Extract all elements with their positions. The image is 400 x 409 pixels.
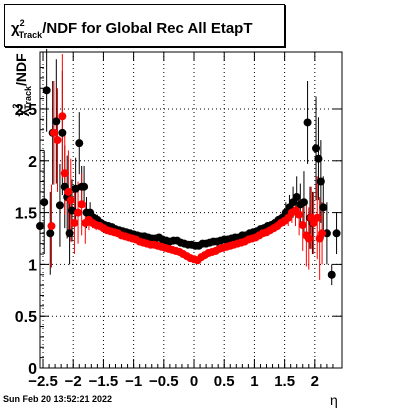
data-point	[312, 144, 321, 153]
data-point	[60, 169, 69, 178]
data-point	[314, 154, 323, 163]
timestamp-footer: Sun Feb 20 13:52:21 2022	[3, 394, 113, 404]
data-point	[40, 198, 49, 207]
data-point	[332, 229, 341, 238]
data-point	[49, 128, 58, 137]
title-rest: /NDF for Global Rec All EtapT	[42, 20, 253, 37]
data-point	[292, 193, 301, 202]
title-prefix: χ	[11, 20, 20, 37]
data-point	[58, 112, 67, 121]
data-point	[316, 177, 325, 186]
x-tick-label: 0	[190, 373, 198, 390]
title-sup: 2	[19, 18, 25, 28]
chart-title: χ2 Track/NDF for Global Rec All EtapT	[11, 13, 252, 45]
ylabel-rest: /NDF	[13, 53, 29, 87]
x-tick-label: −2.5	[28, 373, 58, 390]
data-point	[65, 229, 74, 238]
data-point	[68, 206, 77, 215]
data-point	[75, 139, 84, 148]
chart-title-box: χ2 Track/NDF for Global Rec All EtapT	[4, 4, 285, 47]
x-tick-label: 1.5	[274, 373, 295, 390]
y-tick-label: 1	[28, 257, 37, 274]
data-point	[71, 184, 80, 193]
y-tick-label: 2	[28, 154, 37, 171]
x-tick-label: −0.5	[149, 373, 179, 390]
y-axis-label: χ2 Track/NDF	[11, 53, 33, 116]
tick-labels: −2.5 −2 −1.5 −1 −0.5 0 0.5 1 1.5 2 0 0.5 1 1.5 2 2.5	[15, 102, 319, 390]
data-point	[53, 136, 62, 145]
data-point	[299, 198, 308, 207]
grid-lines	[40, 52, 342, 369]
data-point	[313, 213, 322, 222]
x-axis-label: η	[330, 392, 338, 408]
x-tick-label: −1	[125, 373, 142, 390]
data-point	[52, 117, 61, 126]
data-point	[74, 208, 83, 217]
data-point	[319, 203, 328, 212]
data-point	[55, 201, 64, 210]
data-point	[70, 218, 79, 227]
data-point	[327, 270, 336, 279]
data-point	[58, 128, 67, 137]
axis-ticks	[40, 52, 342, 369]
y-tick-label: 1.5	[15, 206, 37, 223]
x-tick-label: 2	[311, 373, 319, 390]
ylabel-sup: 2	[11, 103, 21, 109]
data-point	[46, 229, 55, 238]
data-point	[66, 196, 75, 205]
x-tick-label: −2	[65, 373, 82, 390]
data-point	[298, 221, 307, 230]
data-point	[77, 200, 86, 209]
data-point	[42, 86, 51, 95]
y-tick-label: 2.5	[15, 102, 37, 119]
error-bars	[39, 48, 338, 286]
data-point	[80, 182, 89, 191]
y-tick-label: 0	[28, 361, 37, 378]
x-tick-label: −1.5	[89, 373, 119, 390]
title-sub: Track	[18, 30, 43, 40]
data-point	[64, 187, 73, 196]
data-point	[303, 118, 312, 127]
data-point	[318, 229, 327, 238]
data-point	[295, 210, 304, 219]
data-point	[304, 234, 313, 243]
data-point	[47, 222, 56, 231]
x-tick-label: 1	[250, 373, 258, 390]
ylabel-prefix: χ	[13, 108, 29, 117]
x-tick-label: 0.5	[214, 373, 235, 390]
y-tick-label: 0.5	[15, 309, 37, 326]
data-markers	[36, 86, 341, 279]
plot-frame	[39, 51, 343, 369]
ylabel-sub: Track	[23, 86, 33, 110]
